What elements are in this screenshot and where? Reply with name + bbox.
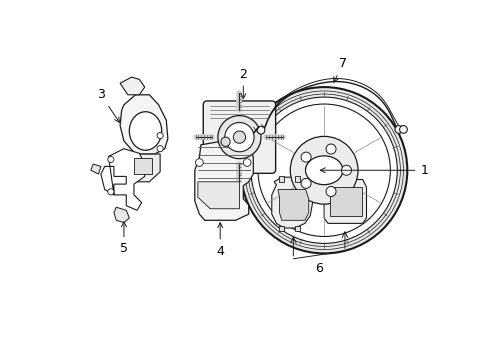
Circle shape [399,126,407,133]
Polygon shape [277,189,308,220]
Polygon shape [271,177,312,228]
Text: 1: 1 [320,164,427,177]
Circle shape [233,131,245,143]
Text: 4: 4 [216,222,224,258]
Circle shape [107,189,114,195]
Circle shape [157,132,163,139]
Text: 5: 5 [120,222,128,255]
Circle shape [250,97,396,243]
Polygon shape [114,207,129,222]
Ellipse shape [305,156,342,185]
Circle shape [301,178,310,188]
Circle shape [243,159,250,166]
Circle shape [394,126,402,133]
Text: 7: 7 [333,58,346,82]
Circle shape [195,159,203,166]
Ellipse shape [129,112,162,150]
Polygon shape [91,164,101,174]
Circle shape [290,136,357,204]
Circle shape [224,122,254,152]
Circle shape [257,104,389,237]
Circle shape [325,186,335,197]
Text: 6: 6 [315,261,323,275]
FancyBboxPatch shape [203,101,275,173]
Circle shape [341,165,351,175]
Circle shape [257,126,264,134]
Polygon shape [324,180,366,223]
Circle shape [221,137,230,147]
Text: 2: 2 [239,68,247,99]
Text: 3: 3 [97,88,119,122]
Polygon shape [134,158,152,174]
Polygon shape [294,176,299,182]
Circle shape [107,156,114,163]
Circle shape [218,116,261,159]
Circle shape [301,152,310,162]
Polygon shape [101,149,144,210]
Polygon shape [279,226,284,231]
Polygon shape [120,95,167,154]
Polygon shape [294,226,299,231]
Circle shape [157,145,163,152]
Polygon shape [120,77,144,95]
Polygon shape [198,182,239,209]
Polygon shape [126,154,160,182]
Polygon shape [329,187,361,216]
Circle shape [241,87,407,253]
Circle shape [325,144,335,154]
Polygon shape [194,139,253,220]
Polygon shape [279,176,284,182]
